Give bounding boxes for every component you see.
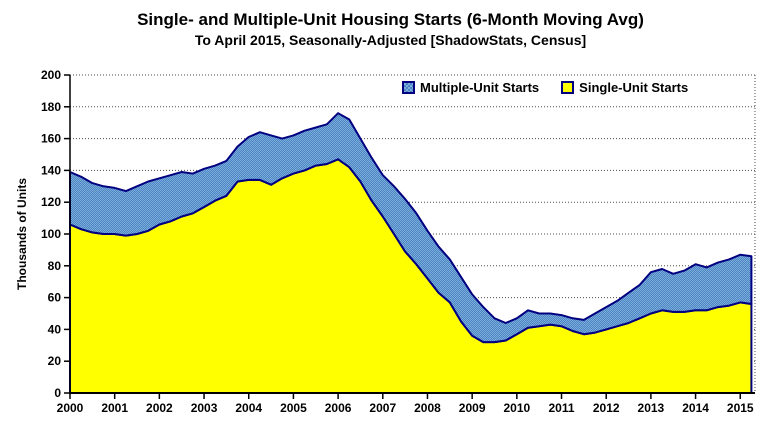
x-tick-label: 2005 — [280, 401, 307, 415]
legend-label-single: Single-Unit Starts — [579, 80, 689, 95]
x-tick-label: 2006 — [325, 401, 352, 415]
legend: Multiple-Unit Starts Single-Unit Starts — [402, 80, 688, 95]
y-tick-label: 20 — [48, 354, 62, 368]
legend-label-multiple: Multiple-Unit Starts — [420, 80, 540, 95]
y-tick-label: 140 — [41, 163, 61, 177]
chart-subtitle: To April 2015, Seasonally-Adjusted [Shad… — [194, 32, 587, 48]
single-unit-swatch-icon — [561, 81, 575, 94]
legend-item-single: Single-Unit Starts — [561, 80, 688, 95]
x-tick-label: 2004 — [235, 401, 262, 415]
multiple-unit-swatch-icon — [402, 81, 415, 94]
y-tick-label: 120 — [41, 195, 61, 209]
x-tick-label: 2015 — [727, 401, 754, 415]
x-tick-label: 2007 — [369, 401, 396, 415]
y-tick-label: 0 — [54, 386, 61, 400]
chart-title: Single- and Multiple-Unit Housing Starts… — [137, 10, 644, 29]
x-tick-label: 2014 — [682, 401, 709, 415]
x-tick-label: 2011 — [548, 401, 574, 415]
y-tick-label: 200 — [41, 68, 61, 82]
y-tick-label: 80 — [48, 259, 62, 273]
y-tick-label: 40 — [48, 322, 62, 336]
y-tick-label: 160 — [41, 132, 61, 146]
x-tick-label: 2009 — [459, 401, 486, 415]
x-tick-label: 2003 — [191, 401, 218, 415]
x-tick-label: 2013 — [638, 401, 665, 415]
y-tick-label: 60 — [48, 291, 62, 305]
x-tick-label: 2002 — [146, 401, 173, 415]
y-tick-label: 100 — [41, 227, 61, 241]
x-tick-label: 2001 — [101, 401, 128, 415]
x-tick-label: 2010 — [503, 401, 530, 415]
x-tick-label: 2008 — [414, 401, 441, 415]
x-tick-label: 2012 — [593, 401, 620, 415]
legend-item-multiple: Multiple-Unit Starts — [402, 80, 539, 95]
y-tick-label: 180 — [41, 100, 61, 114]
multiple-unit-area — [69, 112, 753, 344]
x-tick-label: 2000 — [57, 401, 84, 415]
